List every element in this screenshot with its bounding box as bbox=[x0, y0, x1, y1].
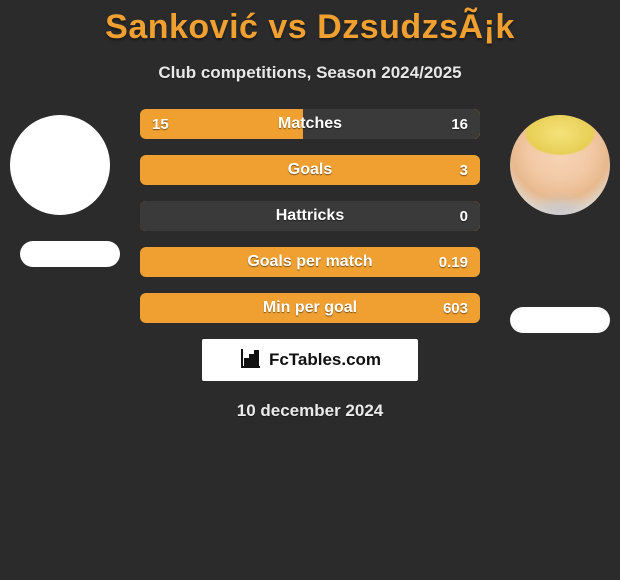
comparison-stage: 15Matches16 Goals3 Hattricks0 Goals per mat… bbox=[0, 109, 620, 421]
stat-row: Goals3 bbox=[140, 155, 480, 185]
player-right-avatar bbox=[510, 115, 610, 215]
stat-row: Goals per match0.19 bbox=[140, 247, 480, 277]
stat-row-dark bbox=[140, 201, 480, 231]
player-left-avatar bbox=[10, 115, 110, 215]
chart-icon bbox=[239, 346, 263, 375]
stat-row: Min per goal603 bbox=[140, 293, 480, 323]
brand-box[interactable]: FcTables.com bbox=[202, 339, 418, 381]
subtitle: Club competitions, Season 2024/2025 bbox=[0, 63, 620, 83]
stat-bars: 15Matches16 Goals3 Hattricks0 Goals per mat… bbox=[140, 109, 480, 323]
stat-row: Hattricks0 bbox=[140, 201, 480, 231]
stat-value-right: 0.19 bbox=[439, 247, 468, 277]
date-text: 10 december 2024 bbox=[0, 401, 620, 421]
page-title: Sanković vs DzsudzsÃ¡k bbox=[0, 0, 620, 47]
player-right-flag bbox=[510, 307, 610, 333]
stat-value-right: 3 bbox=[460, 155, 468, 185]
stat-row: 15Matches16 bbox=[140, 109, 480, 139]
stat-value-right: 0 bbox=[460, 201, 468, 231]
brand-text: FcTables.com bbox=[269, 350, 381, 370]
stat-label: Goals per match bbox=[140, 247, 480, 277]
stat-value-left: 15 bbox=[152, 109, 169, 139]
stat-value-right: 16 bbox=[451, 109, 468, 139]
stat-label: Goals bbox=[140, 155, 480, 185]
stat-value-right: 603 bbox=[443, 293, 468, 323]
player-left-flag bbox=[20, 241, 120, 267]
stat-label: Min per goal bbox=[140, 293, 480, 323]
